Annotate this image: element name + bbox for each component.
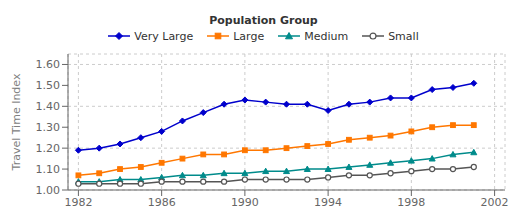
svg-text:1990: 1990	[231, 196, 259, 209]
html-text:Medium: Medium	[304, 29, 349, 43]
svg-text:1.30: 1.30	[36, 121, 61, 134]
html-text:Very Large: Very Large	[134, 29, 194, 43]
html-text:Large: Large	[233, 29, 265, 43]
html-text:Small: Small	[388, 29, 419, 43]
svg-text:1.20: 1.20	[36, 142, 61, 155]
svg-text:1.50: 1.50	[36, 79, 61, 92]
html-text:Population Group: Population Group	[209, 13, 318, 27]
svg-text:1.40: 1.40	[36, 100, 61, 113]
svg-text:1998: 1998	[397, 196, 425, 209]
svg-text:1994: 1994	[314, 196, 342, 209]
svg-text:Travel Time Index: Travel Time Index	[10, 73, 23, 171]
svg-text:2002: 2002	[481, 196, 509, 209]
svg-text:1.60: 1.60	[36, 58, 61, 71]
svg-text:1982: 1982	[64, 196, 92, 209]
svg-text:1.00: 1.00	[36, 184, 61, 197]
svg-text:1986: 1986	[148, 196, 176, 209]
svg-text:1.10: 1.10	[36, 163, 61, 176]
